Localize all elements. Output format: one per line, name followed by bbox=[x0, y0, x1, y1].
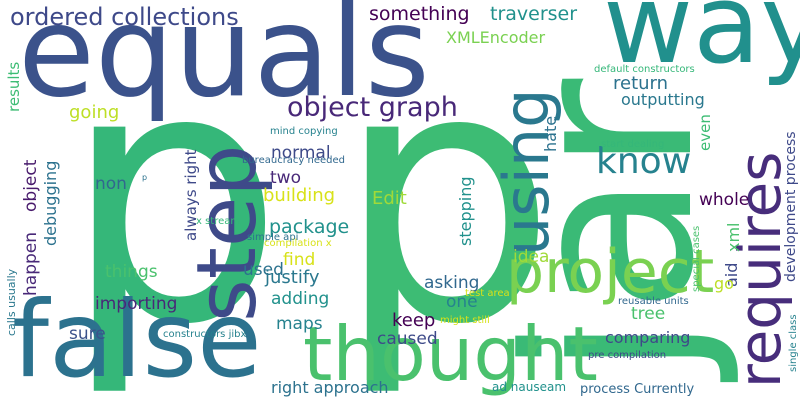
word: tree bbox=[631, 304, 665, 324]
word: results bbox=[5, 62, 23, 112]
word: happen bbox=[21, 232, 41, 296]
word: aid bbox=[722, 263, 741, 287]
word: adding bbox=[271, 289, 329, 309]
word: way bbox=[603, 0, 800, 88]
word: special cases bbox=[691, 226, 702, 292]
word: building bbox=[263, 185, 335, 206]
word: might still bbox=[440, 315, 490, 326]
word: test area bbox=[465, 288, 510, 299]
word: xml bbox=[724, 223, 743, 253]
word: comparing bbox=[605, 328, 690, 347]
word: go bbox=[714, 274, 734, 293]
word: outputting bbox=[621, 90, 705, 109]
word: compilation x bbox=[264, 238, 332, 249]
word: jar bbox=[478, 78, 745, 383]
word: package bbox=[269, 216, 349, 238]
word: ordered collections bbox=[10, 3, 239, 31]
word: debugging bbox=[41, 161, 60, 246]
word: ad nauseam bbox=[492, 380, 566, 394]
word: project bbox=[506, 237, 714, 307]
word: going bbox=[69, 102, 119, 123]
word: two bbox=[270, 168, 301, 188]
word: mind copying bbox=[270, 126, 338, 137]
word: non bbox=[95, 174, 127, 194]
word: single class bbox=[788, 314, 799, 372]
word: always right bbox=[182, 149, 200, 241]
word: return bbox=[613, 73, 668, 94]
word: object graph bbox=[287, 92, 458, 123]
word: find bbox=[283, 250, 315, 270]
word: development process bbox=[783, 131, 799, 282]
word: reusable units bbox=[618, 296, 689, 307]
word: p bbox=[142, 173, 147, 182]
word: keep bbox=[392, 310, 435, 331]
word: maps bbox=[276, 314, 323, 334]
word: x stream bbox=[196, 216, 240, 227]
word: know bbox=[596, 141, 691, 182]
word: Edit bbox=[372, 188, 407, 209]
word: idea bbox=[513, 247, 549, 267]
word: importing bbox=[95, 294, 177, 314]
word: pre compilation bbox=[588, 350, 666, 361]
word: calls usually bbox=[5, 268, 18, 336]
word: things bbox=[105, 262, 158, 282]
word: p bbox=[335, 0, 557, 400]
word: constructors jibx bbox=[163, 329, 246, 340]
word: even bbox=[696, 114, 714, 151]
word: used bbox=[243, 260, 284, 280]
word: something bbox=[369, 3, 470, 25]
word: p bbox=[62, 0, 284, 400]
word: asking bbox=[424, 273, 479, 293]
word: object bbox=[21, 159, 41, 212]
word: requires bbox=[726, 152, 794, 388]
word: false bbox=[12, 279, 262, 400]
word: one bbox=[446, 292, 478, 312]
word: hate bbox=[541, 116, 560, 152]
word: XMLEncoder bbox=[446, 28, 546, 47]
word: sure bbox=[69, 324, 106, 344]
word: thought bbox=[303, 310, 598, 398]
word: whole bbox=[699, 190, 749, 210]
word: justify bbox=[264, 267, 320, 288]
word: step bbox=[180, 145, 275, 322]
word: process Currently bbox=[580, 382, 695, 397]
word: bureaucracy needed bbox=[242, 155, 345, 166]
word: caused bbox=[377, 329, 438, 349]
word: using bbox=[490, 89, 563, 256]
word: stepping bbox=[456, 176, 475, 246]
word: normal bbox=[271, 143, 331, 163]
word: equals bbox=[18, 0, 430, 125]
word: simple api bbox=[247, 232, 298, 243]
word: traverser bbox=[490, 3, 577, 25]
word: start dealing bbox=[601, 139, 664, 150]
word: default constructors bbox=[594, 64, 695, 75]
word: right approach bbox=[271, 378, 389, 397]
